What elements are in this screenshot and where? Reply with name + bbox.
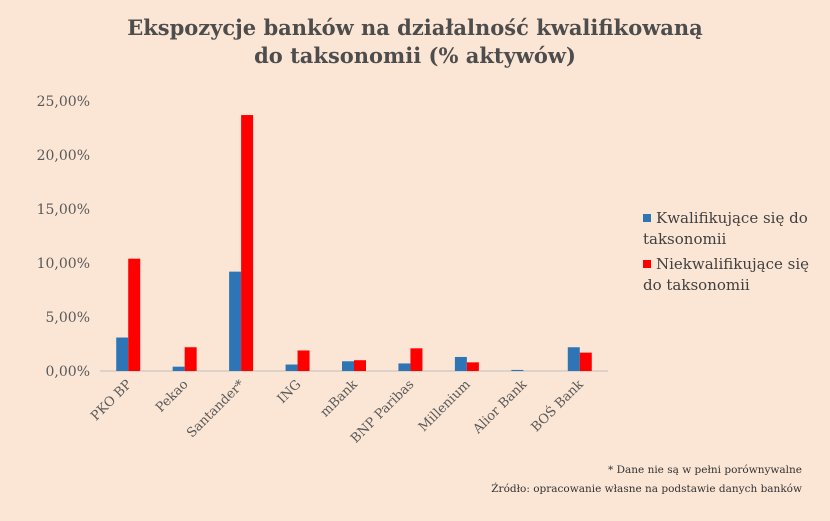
legend-item-qualifying: Kwalifikujące się do taksonomii [643, 208, 808, 250]
legend-label-nonqualifying-line1: Niekwalifikujące się [656, 255, 810, 273]
y-tick-label: 20,00% [37, 148, 90, 164]
legend-label-qualifying-line1: Kwalifikujące się do [656, 209, 808, 227]
bar-qualifying [116, 337, 129, 371]
x-tick-label: ING [275, 377, 305, 407]
bar-nonqualifying [466, 362, 479, 371]
x-tick-label: PKO BP [88, 377, 135, 424]
legend-label-qualifying-line2: taksonomii [643, 230, 727, 248]
bar-qualifying [342, 361, 354, 371]
x-tick-label: Santander* [184, 377, 248, 441]
footnote: * Dane nie są w pełni porównywalne [607, 464, 802, 476]
x-tick-label: Alior Bank [470, 377, 530, 437]
bar-qualifying [454, 356, 467, 371]
y-tick-label: 15,00% [37, 202, 90, 218]
legend-item-nonqualifying: Niekwalifikujące się do taksonomii [643, 254, 809, 296]
bar-qualifying [285, 364, 298, 371]
legend-swatch-qualifying [643, 214, 651, 222]
y-tick-label: 0,00% [46, 364, 90, 380]
bar-qualifying [172, 366, 185, 371]
legend-label-nonqualifying-line2: do taksonomii [643, 276, 750, 294]
source-note: Źródło: opracowanie własne na podstawie … [491, 483, 802, 495]
chart-title: Ekspozycje banków na działalność kwalifi… [0, 14, 830, 70]
bar-qualifying [567, 347, 580, 371]
bar-nonqualifying [354, 360, 366, 371]
bar-nonqualifying [410, 348, 423, 371]
y-tick-label: 10,00% [37, 256, 90, 272]
bar-qualifying [229, 271, 242, 371]
bar-nonqualifying [297, 350, 310, 371]
legend-swatch-nonqualifying [643, 260, 651, 268]
chart-title-line1: Ekspozycje banków na działalność kwalifi… [127, 15, 703, 40]
y-tick-label: 5,00% [46, 310, 90, 326]
chart-title-line2: do taksonomii (% aktywów) [254, 43, 576, 68]
y-tick-label: 25,00% [37, 94, 90, 110]
bar-qualifying [511, 369, 524, 371]
x-tick-label: Millenium [416, 377, 474, 435]
bar-nonqualifying [128, 258, 141, 371]
bar-nonqualifying [241, 115, 254, 371]
bar-nonqualifying [579, 352, 592, 371]
bar-nonqualifying [184, 347, 197, 371]
x-tick-label: mBank [318, 377, 361, 420]
x-tick-label: BOŚ Bank [527, 376, 587, 436]
x-tick-label: Pekao [153, 377, 192, 416]
bar-qualifying [398, 363, 411, 371]
